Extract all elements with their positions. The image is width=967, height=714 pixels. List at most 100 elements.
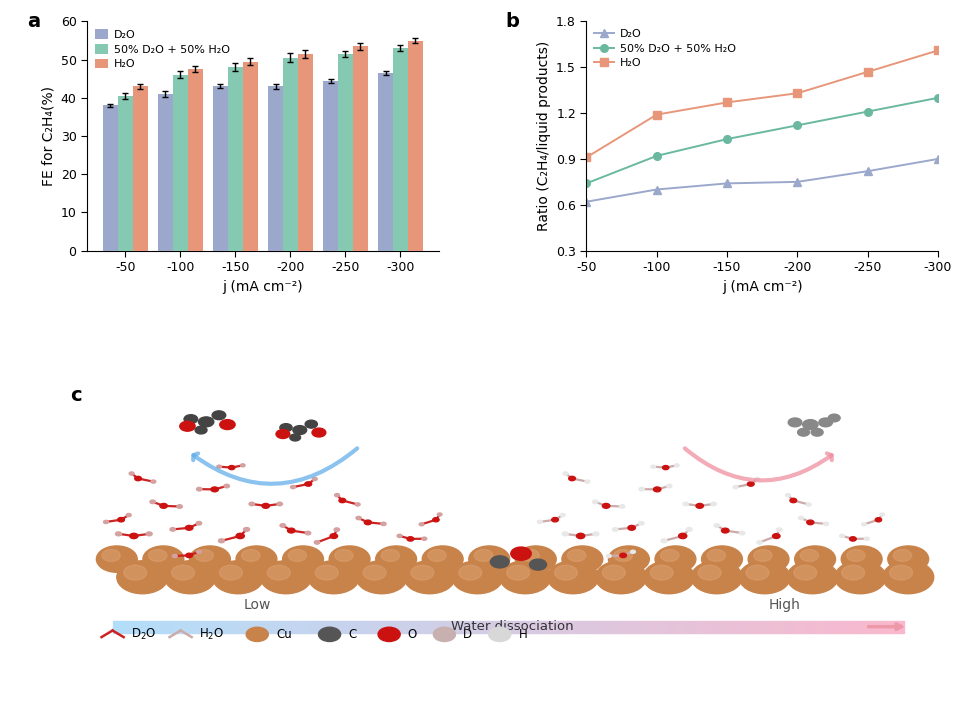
Bar — [271, 620, 280, 633]
Text: C: C — [348, 628, 357, 641]
Y-axis label: FE for C₂H₄(%): FE for C₂H₄(%) — [41, 86, 55, 186]
Bar — [518, 620, 528, 633]
Circle shape — [134, 476, 141, 481]
Circle shape — [115, 532, 122, 536]
Circle shape — [160, 503, 167, 508]
Circle shape — [655, 546, 696, 573]
Bar — [173, 75, 188, 251]
Bar — [429, 620, 439, 633]
Circle shape — [180, 421, 195, 431]
Bar — [298, 54, 312, 251]
Circle shape — [628, 526, 635, 531]
Bar — [835, 620, 844, 633]
Circle shape — [146, 532, 152, 536]
Bar — [825, 620, 835, 633]
Text: a: a — [27, 12, 41, 31]
Circle shape — [674, 464, 679, 467]
H₂O — [580, 153, 592, 161]
H₂O — [651, 111, 662, 119]
Bar — [706, 620, 716, 633]
Circle shape — [249, 502, 254, 506]
Bar — [132, 620, 142, 633]
Line: H₂O: H₂O — [582, 46, 942, 161]
Text: Cu: Cu — [276, 628, 292, 641]
Circle shape — [244, 528, 249, 531]
Circle shape — [427, 550, 446, 561]
Bar — [251, 620, 261, 633]
Circle shape — [753, 550, 772, 561]
Circle shape — [560, 513, 565, 517]
Bar — [687, 620, 696, 633]
Circle shape — [683, 502, 689, 506]
Circle shape — [211, 487, 219, 492]
Circle shape — [308, 560, 360, 594]
Circle shape — [312, 478, 317, 481]
Circle shape — [666, 484, 672, 488]
Circle shape — [593, 500, 598, 503]
Circle shape — [330, 533, 337, 538]
D₂O — [580, 198, 592, 206]
Circle shape — [236, 546, 277, 573]
Bar — [884, 620, 894, 633]
Line: 50% D₂O + 50% H₂O: 50% D₂O + 50% H₂O — [582, 94, 942, 187]
Circle shape — [118, 518, 125, 522]
Circle shape — [279, 423, 292, 431]
Bar — [330, 620, 340, 633]
Circle shape — [847, 550, 865, 561]
Bar — [607, 620, 617, 633]
Bar — [353, 46, 367, 251]
Bar — [320, 620, 330, 633]
Bar — [152, 620, 162, 633]
Circle shape — [511, 547, 531, 560]
Circle shape — [172, 554, 177, 558]
Circle shape — [864, 537, 869, 540]
Circle shape — [241, 464, 245, 467]
50% D₂O + 50% H₂O — [721, 135, 733, 144]
Circle shape — [102, 550, 120, 561]
Text: D$_2$O: D$_2$O — [132, 627, 157, 642]
Circle shape — [242, 550, 260, 561]
Circle shape — [288, 550, 307, 561]
Circle shape — [149, 550, 167, 561]
X-axis label: j (mA cm⁻²): j (mA cm⁻²) — [721, 280, 803, 293]
Circle shape — [404, 560, 455, 594]
Bar — [158, 94, 173, 251]
Text: H: H — [518, 628, 527, 641]
Bar — [162, 620, 172, 633]
Circle shape — [306, 531, 310, 535]
Circle shape — [267, 565, 290, 580]
Text: b: b — [506, 12, 519, 31]
Bar — [123, 620, 132, 633]
Circle shape — [217, 465, 221, 468]
Bar — [291, 620, 301, 633]
D₂O — [651, 185, 662, 193]
Bar — [894, 620, 904, 633]
Circle shape — [552, 518, 558, 522]
Circle shape — [823, 522, 829, 526]
Circle shape — [262, 503, 270, 508]
Circle shape — [213, 560, 264, 594]
Circle shape — [170, 528, 175, 531]
Circle shape — [282, 546, 323, 573]
Bar — [340, 620, 350, 633]
Circle shape — [608, 546, 649, 573]
Circle shape — [612, 528, 618, 531]
Bar — [241, 620, 251, 633]
Bar — [657, 620, 666, 633]
Circle shape — [312, 428, 326, 437]
Circle shape — [335, 550, 353, 561]
Circle shape — [787, 560, 838, 594]
Circle shape — [748, 546, 789, 573]
Circle shape — [488, 627, 511, 641]
Circle shape — [365, 520, 371, 525]
Bar — [795, 620, 806, 633]
Bar — [369, 620, 380, 633]
Circle shape — [888, 546, 928, 573]
Circle shape — [150, 500, 156, 503]
Circle shape — [212, 411, 225, 420]
Circle shape — [198, 417, 214, 427]
Bar — [449, 620, 458, 633]
Circle shape — [130, 533, 138, 538]
Circle shape — [790, 498, 797, 503]
Bar — [399, 620, 409, 633]
